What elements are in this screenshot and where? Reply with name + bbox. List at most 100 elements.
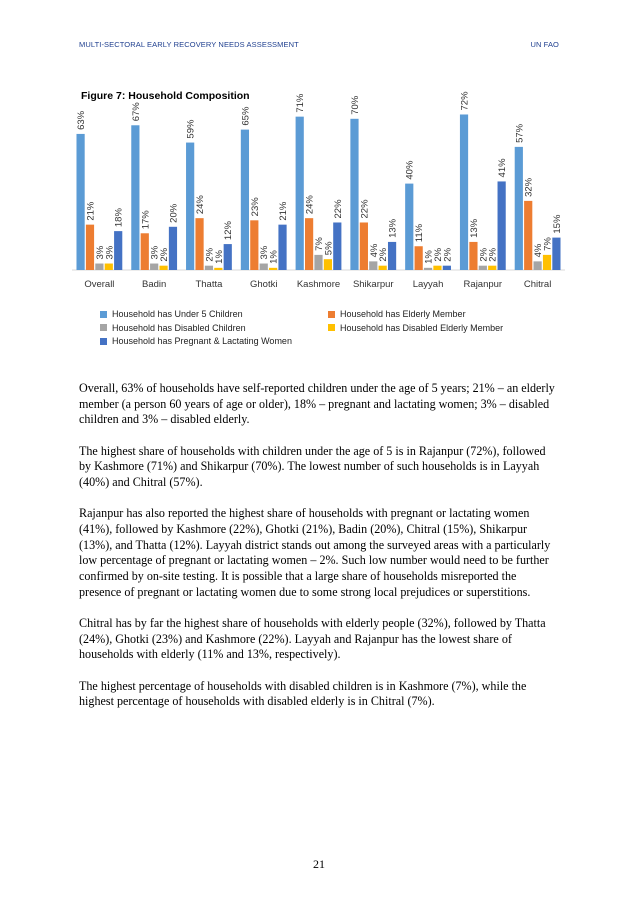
x-tick-label: Rajanpur bbox=[464, 279, 503, 290]
bar bbox=[204, 265, 214, 270]
data-label: 23% bbox=[250, 197, 261, 217]
data-label: 65% bbox=[240, 106, 251, 126]
data-label: 40% bbox=[405, 160, 416, 180]
data-label: 15% bbox=[552, 214, 563, 234]
page-number: 21 bbox=[313, 857, 325, 871]
data-label: 71% bbox=[295, 93, 306, 113]
paragraph: The highest share of households with chi… bbox=[79, 443, 546, 490]
data-label: 3% bbox=[95, 245, 106, 259]
chart-canvas: Figure 7: Household Composition 63% 21% 3% 3… bbox=[72, 90, 565, 290]
data-label: 41% bbox=[497, 158, 508, 178]
data-label: 59% bbox=[186, 119, 197, 139]
legend-label: Household has Under 5 Children bbox=[112, 309, 243, 319]
data-label: 3% bbox=[150, 245, 161, 259]
bar bbox=[533, 261, 542, 270]
running-header-org: UN FAO bbox=[530, 40, 559, 49]
data-label: 21% bbox=[278, 201, 289, 221]
bar bbox=[350, 118, 359, 270]
bar bbox=[195, 218, 204, 270]
data-label: 13% bbox=[469, 218, 480, 238]
data-label: 1% bbox=[269, 250, 280, 264]
data-label: 24% bbox=[305, 195, 316, 215]
bar bbox=[524, 200, 533, 270]
bar bbox=[186, 142, 195, 270]
legend-swatch bbox=[328, 324, 335, 331]
legend-label: Household has Elderly Member bbox=[340, 309, 466, 319]
data-label: 22% bbox=[333, 199, 344, 219]
legend-item: Household has Elderly Member bbox=[328, 309, 466, 319]
bar bbox=[95, 263, 104, 270]
x-tick-label: Ghotki bbox=[250, 279, 277, 290]
body-text: Overall, 63% of households have self-rep… bbox=[79, 381, 555, 725]
bar bbox=[250, 220, 259, 270]
data-label: 4% bbox=[369, 243, 380, 257]
x-tick-label: Badin bbox=[142, 279, 166, 290]
bar bbox=[114, 231, 123, 270]
bar bbox=[405, 183, 414, 270]
legend-item: Household has Pregnant & Lactating Women bbox=[100, 336, 292, 346]
bar bbox=[159, 265, 168, 270]
data-label: 24% bbox=[195, 195, 206, 215]
data-label: 5% bbox=[323, 241, 334, 255]
data-label: 13% bbox=[388, 218, 399, 238]
data-label: 63% bbox=[76, 110, 87, 130]
bar bbox=[542, 254, 552, 270]
paragraph: Chitral has by far the highest share of … bbox=[79, 615, 546, 662]
data-label: 2% bbox=[159, 247, 170, 261]
bar bbox=[359, 222, 368, 270]
data-label: 2% bbox=[378, 247, 389, 261]
bar bbox=[278, 224, 287, 270]
bar bbox=[140, 233, 149, 270]
legend-swatch bbox=[328, 310, 335, 318]
data-label: 32% bbox=[524, 177, 535, 197]
x-tick-label: Overall bbox=[84, 279, 114, 290]
data-label: 70% bbox=[350, 95, 361, 115]
legend-swatch bbox=[100, 337, 107, 345]
bar bbox=[269, 267, 278, 270]
data-label: 57% bbox=[514, 123, 525, 143]
bar bbox=[369, 261, 378, 270]
bar bbox=[295, 116, 304, 270]
bar bbox=[387, 241, 397, 270]
bar bbox=[414, 246, 423, 270]
bar bbox=[442, 265, 451, 270]
data-label: 12% bbox=[223, 221, 234, 241]
legend-swatch bbox=[100, 310, 107, 318]
bar bbox=[378, 265, 387, 270]
data-label: 17% bbox=[140, 210, 151, 230]
bar bbox=[488, 265, 497, 270]
paragraph: Overall, 63% of households have self-rep… bbox=[79, 381, 555, 427]
data-label: 2% bbox=[433, 247, 444, 261]
bar bbox=[305, 218, 314, 270]
data-label: 2% bbox=[204, 247, 215, 261]
paragraph: The highest percentage of households wit… bbox=[79, 678, 527, 709]
bar bbox=[168, 226, 178, 270]
data-label: 20% bbox=[168, 203, 179, 223]
bar bbox=[433, 265, 442, 270]
x-tick-label: Kashmore bbox=[297, 279, 340, 290]
data-label: 4% bbox=[533, 243, 544, 257]
running-header-title: MULTI-SECTORAL EARLY RECOVERY NEEDS ASSE… bbox=[79, 40, 299, 49]
x-tick-label: Thatta bbox=[195, 279, 223, 290]
legend-swatch bbox=[100, 324, 107, 331]
x-tick-label: Layyah bbox=[413, 279, 444, 290]
bar bbox=[85, 224, 95, 270]
chart-title: Figure 7: Household Composition bbox=[81, 90, 250, 102]
data-label: 2% bbox=[488, 247, 499, 261]
legend-item: Household has Disabled Children bbox=[100, 323, 246, 333]
legend-label: Household has Pregnant & Lactating Women bbox=[112, 336, 292, 346]
legend-label: Household has Disabled Elderly Member bbox=[340, 322, 504, 333]
data-label: 2% bbox=[442, 247, 453, 261]
data-label: 72% bbox=[460, 91, 471, 111]
data-label: 21% bbox=[85, 201, 96, 221]
bar bbox=[76, 133, 85, 270]
x-tick-label: Shikarpur bbox=[353, 279, 394, 290]
data-label: 7% bbox=[314, 237, 325, 251]
bar bbox=[150, 263, 159, 270]
data-label: 7% bbox=[543, 237, 554, 251]
bar bbox=[552, 237, 561, 270]
data-label: 1% bbox=[424, 250, 435, 264]
bar bbox=[259, 263, 268, 270]
bar bbox=[514, 146, 523, 270]
bar bbox=[333, 222, 342, 270]
